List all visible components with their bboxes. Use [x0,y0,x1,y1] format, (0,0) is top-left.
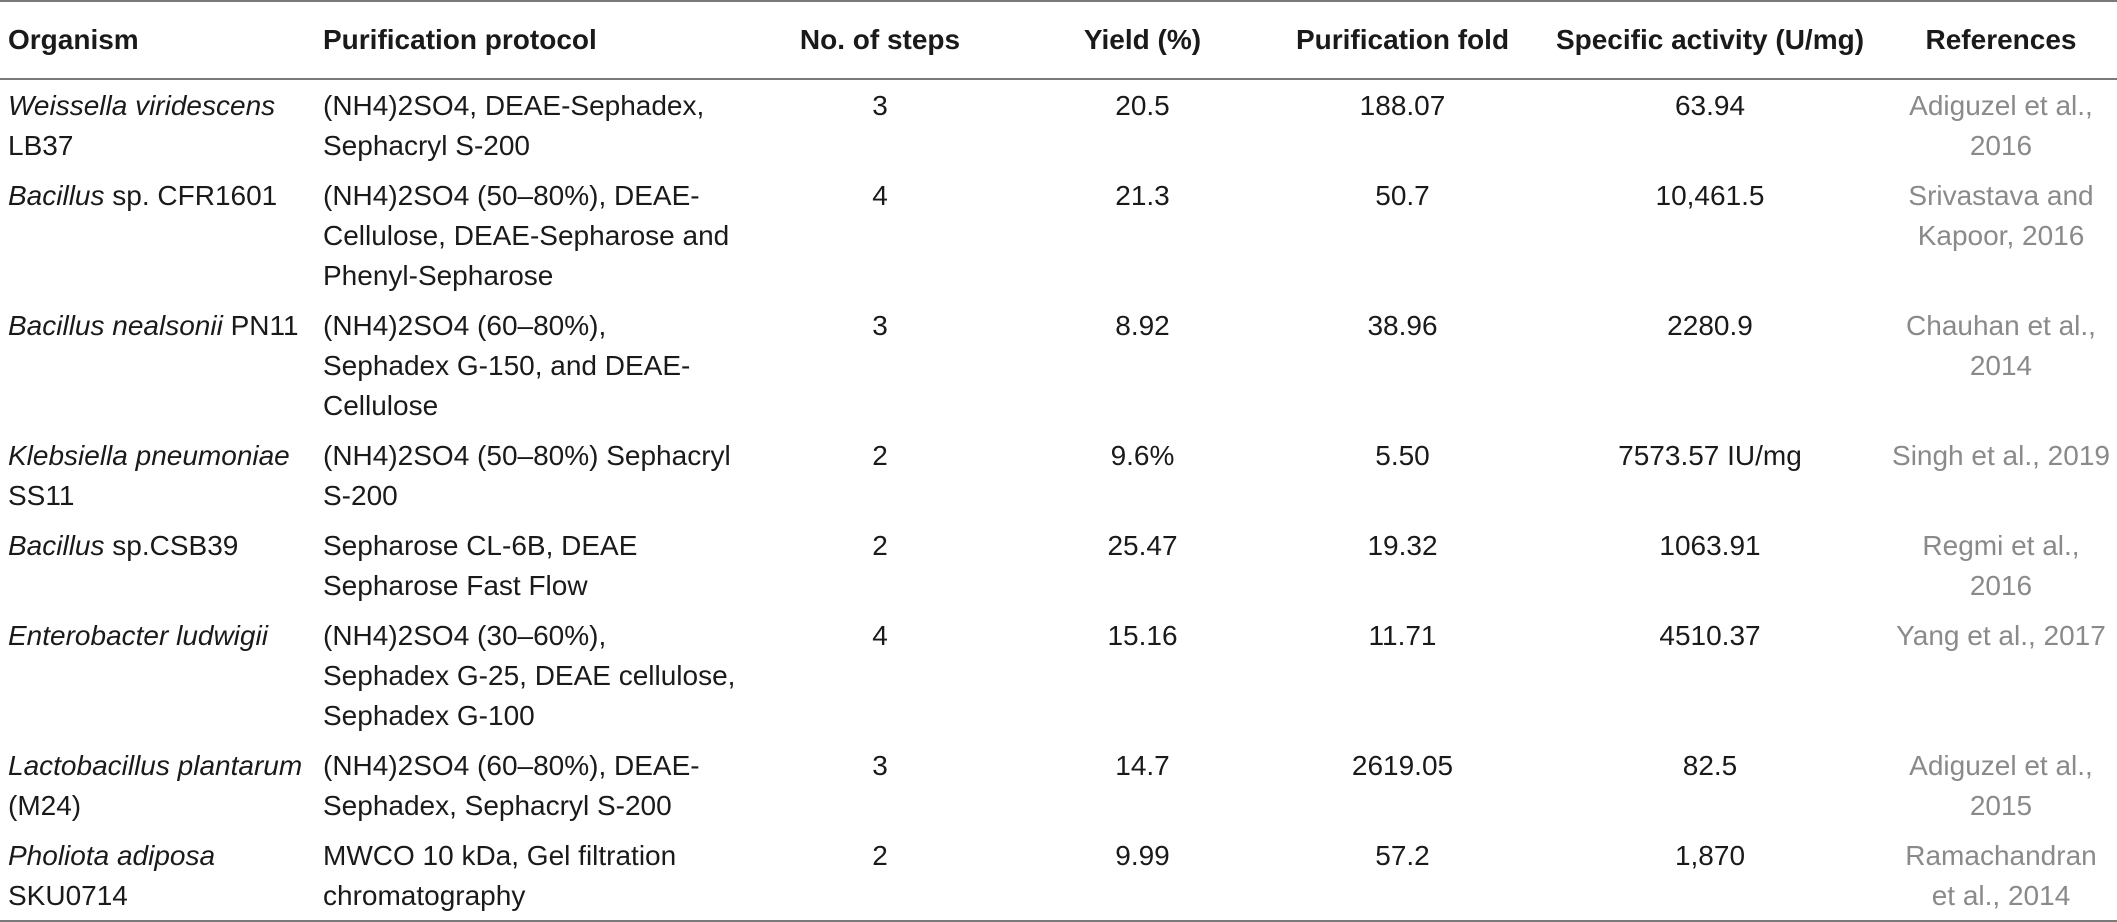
yield-cell: 25.47 [1107,530,1178,561]
protocol-cell: MWCO 10 kDa, Gel filtration chromatograp… [323,840,677,911]
steps-cell: 2 [872,440,888,471]
fold-cell: 50.7 [1375,180,1430,211]
reference-link[interactable]: Chauhan et al., 2014 [1906,310,2096,381]
header-references: References [1925,24,2077,55]
header-yield: Yield (%) [1083,24,1202,55]
protocol-cell: (NH4)2SO4 (50–80%) Sephacryl S-200 [323,440,731,511]
activity-cell: 82.5 [1682,750,1738,781]
fold-cell: 2619.05 [1351,750,1454,781]
protocol-cell: (NH4)2SO4 (60–80%), DEAE-Sephadex, Sepha… [323,750,700,821]
organism-strain: sp. CFR1601 [104,180,278,211]
reference-link[interactable]: Singh et al., 2019 [1892,440,2110,471]
activity-cell: 2280.9 [1667,310,1753,341]
header-organism: Organism [8,24,139,55]
reference-link[interactable]: Srivastava and Kapoor, 2016 [1908,180,2094,251]
reference-link[interactable]: Adiguzel et al., 2016 [1909,90,2093,161]
organism-genus: Klebsiella pneumoniae [8,440,290,471]
steps-cell: 3 [872,90,888,121]
steps-cell: 4 [872,180,888,211]
steps-cell: 4 [872,620,888,651]
reference-link[interactable]: Yang et al., 2017 [1896,620,2106,651]
fold-cell: 188.07 [1359,90,1446,121]
activity-cell: 1,870 [1674,840,1746,871]
protocol-cell: (NH4)2SO4 (50–80%), DEAE-Cellulose, DEAE… [323,180,730,291]
yield-cell: 20.5 [1115,90,1170,121]
header-fold: Purification fold [1295,24,1510,55]
header-steps: No. of steps [799,24,961,55]
organism-genus: Enterobacter ludwigii [8,620,268,651]
organism-genus: Bacillus [8,530,105,561]
yield-cell: 14.7 [1115,750,1170,781]
header-protocol: Purification protocol [323,24,597,55]
activity-cell: 7573.57 IU/mg [1618,440,1802,471]
reference-link[interactable]: Ramachandran et al., 2014 [1905,840,2097,911]
organism-strain: PN11 [222,310,299,341]
organism-cell: Pholiota adiposa SKU0714 [0,830,315,921]
yield-cell: 9.6% [1110,440,1175,471]
table-header: Organism Purification protocol No. of st… [0,1,2117,79]
protocol-cell: Sepharose CL-6B, DEAE Sepharose Fast Flo… [323,530,638,601]
organism-strain: (M24) [8,790,82,821]
steps-cell: 3 [872,310,888,341]
table-row: Pholiota adiposa SKU0714 MWCO 10 kDa, Ge… [0,830,2117,921]
table-body: Weissella viridescens LB37 (NH4)2SO4, DE… [0,79,2117,921]
organism-cell: Enterobacter ludwigii [0,610,315,740]
steps-cell: 3 [872,750,888,781]
yield-cell: 21.3 [1115,180,1170,211]
table-row: Bacillus sp.CSB39 Sepharose CL-6B, DEAE … [0,520,2117,610]
reference-link[interactable]: Adiguzel et al., 2015 [1909,750,2093,821]
organism-strain: SS11 [8,480,75,511]
organism-strain: sp.CSB39 [104,530,239,561]
activity-cell: 4510.37 [1659,620,1761,651]
organism-cell: Lactobacillus plantarum (M24) [0,740,315,830]
table-row: Klebsiella pneumoniae SS11 (NH4)2SO4 (50… [0,430,2117,520]
header-activity: Specific activity (U/mg) [1555,24,1865,55]
organism-genus: Weissella viridescens [8,90,276,121]
organism-cell: Weissella viridescens LB37 [0,79,315,170]
yield-cell: 9.99 [1115,840,1170,871]
protocol-cell: (NH4)2SO4 (60–80%), Sephadex G-150, and … [323,310,691,421]
fold-cell: 57.2 [1375,840,1430,871]
organism-cell: Klebsiella pneumoniae SS11 [0,430,315,520]
steps-cell: 2 [872,840,888,871]
organism-genus: Pholiota adiposa [8,840,216,871]
table-row: Lactobacillus plantarum (M24) (NH4)2SO4 … [0,740,2117,830]
fold-cell: 19.32 [1367,530,1438,561]
organism-cell: Bacillus nealsonii PN11 [0,300,315,430]
table-row: Bacillus nealsonii PN11 (NH4)2SO4 (60–80… [0,300,2117,430]
organism-genus: Bacillus nealsonii [8,310,223,341]
activity-cell: 1063.91 [1659,530,1761,561]
organism-cell: Bacillus sp.CSB39 [0,520,315,610]
table-row: Enterobacter ludwigii (NH4)2SO4 (30–60%)… [0,610,2117,740]
fold-cell: 11.71 [1368,620,1437,651]
activity-cell: 63.94 [1674,90,1746,121]
reference-link[interactable]: Regmi et al., 2016 [1922,530,2080,601]
yield-cell: 15.16 [1107,620,1178,651]
header-row: Organism Purification protocol No. of st… [0,1,2117,79]
protocol-cell: (NH4)2SO4, DEAE-Sephadex, Sephacryl S-20… [323,90,705,161]
fold-cell: 38.96 [1367,310,1438,341]
table-row: Bacillus sp. CFR1601 (NH4)2SO4 (50–80%),… [0,170,2117,300]
activity-cell: 10,461.5 [1655,180,1765,211]
table-row: Weissella viridescens LB37 (NH4)2SO4, DE… [0,79,2117,170]
yield-cell: 8.92 [1115,310,1170,341]
organism-genus: Lactobacillus plantarum [8,750,303,781]
organism-cell: Bacillus sp. CFR1601 [0,170,315,300]
protocol-cell: (NH4)2SO4 (30–60%), Sephadex G-25, DEAE … [323,620,736,731]
organism-strain: LB37 [8,130,74,161]
organism-strain: SKU0714 [8,880,128,911]
fold-cell: 5.50 [1375,440,1430,471]
organism-genus: Bacillus [8,180,105,211]
steps-cell: 2 [872,530,888,561]
